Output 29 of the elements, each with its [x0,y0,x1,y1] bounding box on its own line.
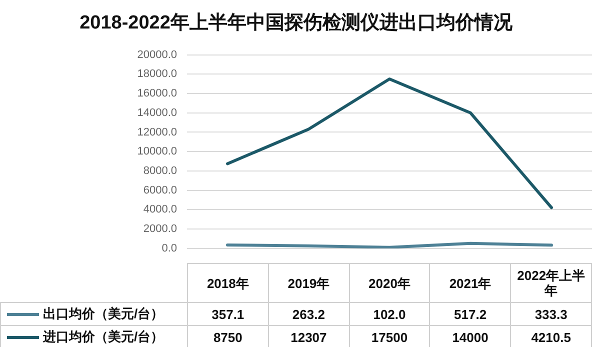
chart-title: 2018-2022年上半年中国探伤检测仪进出口均价情况 [80,12,514,34]
y-tick-label: 4000.0 [143,204,177,216]
y-tick-label: 8000.0 [143,164,177,177]
y-tick-label: 14000.0 [137,106,177,119]
data-label: 517.2 [430,302,511,326]
data-label: 357.1 [188,302,268,326]
data-label: 12307 [268,326,350,347]
x-tick-label: 2021年 [430,264,511,302]
data-label: 263.2 [268,302,350,326]
y-tick-label: 0.0 [162,242,177,254]
data-label: 14000 [430,326,511,347]
y-tick-label: 2000.0 [143,223,177,236]
legend-label: 进口均价（美元/台） [43,329,164,344]
x-tick-label: 2018年 [188,264,268,302]
x-tick-label: 2020年 [349,264,430,302]
y-tick-label: 6000.0 [143,184,177,196]
data-label: 8750 [188,326,268,347]
x-tick-label: 2022年上半年 [510,264,592,302]
y-tick-label: 12000.0 [137,126,177,138]
y-tick-label: 20000.0 [137,48,177,61]
data-label: 4210.5 [510,326,592,347]
data-label: 102.0 [349,302,430,326]
x-tick-label: 2019年 [268,264,350,302]
y-tick-label: 10000.0 [137,146,177,158]
data-label: 333.3 [510,302,592,326]
y-tick-label: 18000.0 [137,68,177,80]
data-label: 17500 [349,326,430,347]
y-tick-label: 16000.0 [137,88,177,100]
legend-label: 出口均价（美元/台） [43,306,164,321]
